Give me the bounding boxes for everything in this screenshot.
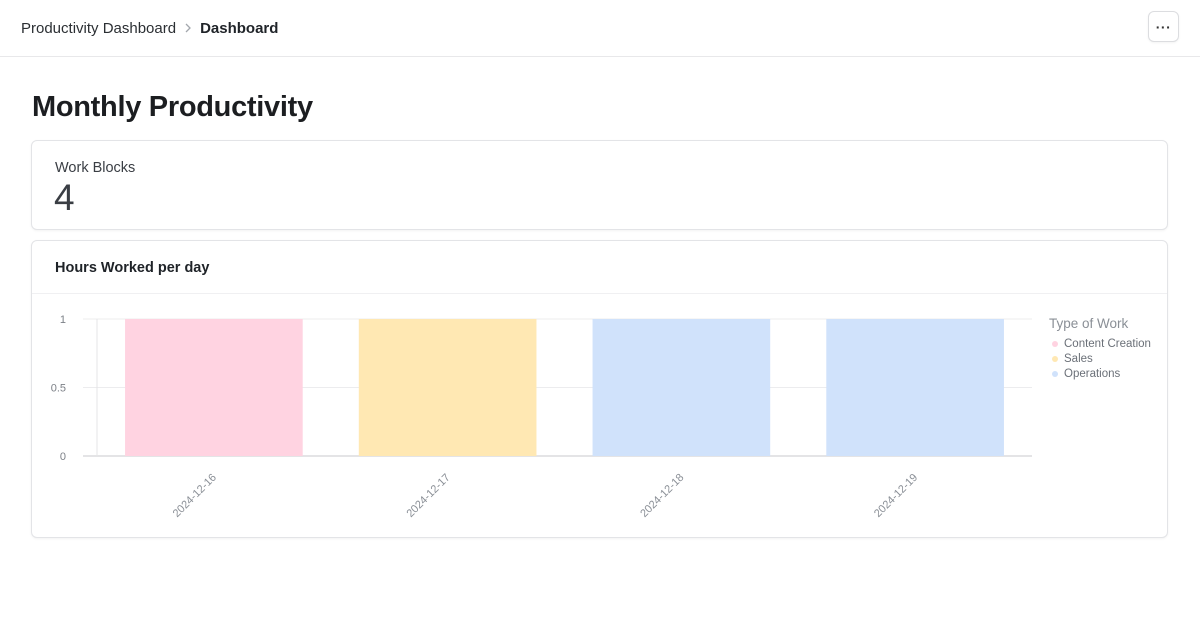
chevron-right-icon bbox=[184, 23, 192, 33]
bar bbox=[125, 319, 303, 456]
x-tick-label: 2024-12-16 bbox=[171, 472, 219, 520]
chart-title: Hours Worked per day bbox=[55, 260, 210, 276]
legend-swatch bbox=[1052, 370, 1058, 377]
ellipsis-icon: ··· bbox=[1155, 18, 1172, 35]
legend-item[interactable]: Content Creation bbox=[1049, 336, 1151, 351]
y-tick-label: 1 bbox=[60, 314, 66, 326]
x-tick-label: 2024-12-18 bbox=[638, 472, 686, 520]
divider bbox=[32, 293, 1167, 294]
legend-label: Operations bbox=[1064, 367, 1121, 380]
legend-swatch bbox=[1052, 355, 1058, 362]
legend-title: Type of Work bbox=[1049, 316, 1129, 331]
chart-legend: Type of Work Content Creation Sales Operat… bbox=[1049, 316, 1151, 381]
more-options-button[interactable]: ··· bbox=[1148, 11, 1179, 42]
stat-value: 4 bbox=[54, 177, 75, 218]
x-tick-label: 2024-12-19 bbox=[872, 472, 920, 520]
bar-chart: 0 0.5 1 2024-12-16 2024-12-17 2024-12-18 2024-… bbox=[51, 314, 1032, 520]
legend-item[interactable]: Sales bbox=[1049, 351, 1151, 366]
top-bar: Productivity Dashboard Dashboard ··· bbox=[0, 0, 1200, 57]
legend-item[interactable]: Operations bbox=[1049, 366, 1151, 381]
legend-label: Content Creation bbox=[1064, 337, 1151, 350]
legend-swatch bbox=[1052, 340, 1058, 347]
y-tick-label: 0.5 bbox=[51, 383, 66, 395]
page-title: Monthly Productivity bbox=[32, 91, 313, 123]
bar bbox=[358, 319, 537, 456]
x-tick-label: 2024-12-17 bbox=[404, 472, 452, 520]
bar bbox=[592, 319, 771, 456]
hours-chart-card: Hours Worked per day 0 0.5 1 2024-12-16 2024… bbox=[31, 240, 1168, 538]
work-blocks-card: Work Blocks 4 bbox=[31, 140, 1168, 230]
legend-label: Sales bbox=[1064, 352, 1093, 365]
breadcrumb-parent-link[interactable]: Productivity Dashboard bbox=[21, 19, 177, 37]
y-tick-label: 0 bbox=[60, 451, 66, 463]
stat-label: Work Blocks bbox=[55, 160, 136, 176]
bar bbox=[826, 319, 1004, 456]
breadcrumb-current: Dashboard bbox=[200, 19, 279, 37]
